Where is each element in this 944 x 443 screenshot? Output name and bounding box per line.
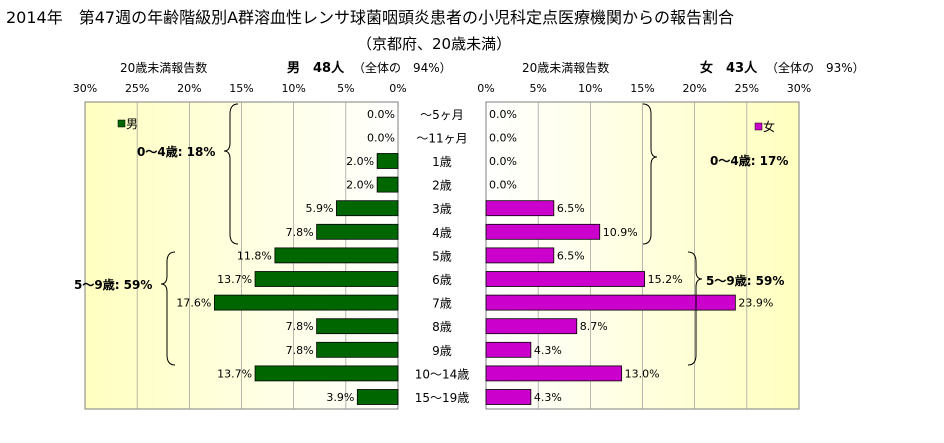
bar-female-6 (485, 247, 555, 264)
category-label-1: ～11ヶ月 (416, 131, 467, 145)
female-header: 女 43人 (700, 60, 758, 76)
tick-label-male: 20% (177, 82, 201, 95)
group-label-female-5-9: 5～9歳: 59% (706, 273, 784, 288)
data-label-male-4: 5.9% (305, 202, 333, 215)
group-label-female-0-4: 0～4歳: 17% (710, 153, 788, 168)
male-header: 男 48人 (287, 60, 345, 76)
bar-male-6 (274, 247, 399, 264)
tick-label-female: 30% (787, 82, 811, 95)
category-label-3: 2歳 (432, 179, 452, 193)
data-label-female-4: 6.5% (557, 202, 585, 215)
tick-label-male: 10% (281, 82, 305, 95)
bar-male-4 (336, 200, 399, 217)
data-label-female-6: 6.5% (557, 249, 585, 262)
chart-subtitle: （京都府、20歳未満） (357, 35, 512, 53)
group-label-male-0-4: 0～4歳: 18% (137, 144, 215, 159)
category-label-6: 5歳 (432, 249, 452, 263)
tick-label-male: 5% (337, 82, 354, 95)
data-label-female-3: 0.0% (489, 179, 517, 192)
bars (213, 153, 736, 405)
bar-male-5 (316, 223, 399, 240)
data-label-female-5: 10.9% (603, 226, 638, 239)
legend-female-swatch (754, 122, 763, 131)
bar-female-5 (485, 223, 601, 240)
category-label-2: 1歳 (432, 155, 452, 169)
data-label-male-3: 2.0% (346, 179, 374, 192)
data-label-male-2: 2.0% (346, 155, 374, 168)
bar-male-3 (376, 176, 399, 193)
axis-caption-right: 20歳未満報告数 (522, 60, 609, 75)
tick-label-male: 15% (229, 82, 253, 95)
data-label-male-5: 7.8% (286, 226, 314, 239)
data-label-male-0: 0.0% (367, 108, 395, 121)
data-label-female-12: 4.3% (534, 391, 562, 404)
data-label-male-11: 13.7% (217, 367, 252, 380)
data-label-male-1: 0.0% (367, 131, 395, 144)
category-label-5: 4歳 (432, 226, 452, 240)
data-label-male-7: 13.7% (217, 273, 252, 286)
data-label-female-8: 23.9% (738, 297, 773, 310)
chart-title-text: 2014年 第47週の年齢階級別A群溶血性レンサ球菌咽頭炎患者の小児科定点医療機… (6, 8, 735, 27)
bar-male-11 (254, 365, 399, 382)
bar-female-7 (485, 271, 645, 287)
bar-female-4 (485, 200, 555, 217)
data-label-male-9: 7.8% (286, 320, 314, 333)
tick-label-female: 25% (735, 82, 759, 95)
data-label-female-7: 15.2% (648, 273, 683, 286)
tick-label-female: 20% (682, 82, 706, 95)
data-label-male-6: 11.8% (237, 249, 272, 262)
data-label-female-0: 0.0% (489, 108, 517, 121)
data-label-female-11: 13.0% (625, 367, 660, 380)
category-label-10: 9歳 (432, 344, 452, 358)
group-label-male-5-9: 5～9歳: 59% (74, 277, 152, 292)
data-label-male-8: 17.6% (176, 297, 211, 310)
bar-male-10 (316, 341, 399, 358)
tick-label-female: 15% (630, 82, 654, 95)
category-label-11: 10～14歳 (415, 367, 470, 381)
category-label-12: 15～19歳 (415, 391, 470, 405)
labels: 30% 25% 20% 15% 10% 5% 0% 0% 5% 10% 15% 20% 25% 30% 0.… (73, 82, 811, 405)
axis-caption-left: 20歳未満報告数 (120, 60, 207, 75)
category-label-4: 3歳 (432, 202, 452, 216)
legend-male-swatch (117, 119, 126, 128)
bar-male-7 (254, 271, 399, 287)
data-label-female-9: 8.7% (580, 320, 608, 333)
bar-male-9 (316, 318, 399, 335)
data-label-female-1: 0.0% (489, 131, 517, 144)
bar-female-12 (485, 389, 532, 405)
category-label-9: 8歳 (432, 320, 452, 334)
bar-female-8 (485, 294, 736, 311)
category-label-0: ～5ヶ月 (420, 108, 464, 122)
category-label-7: 6歳 (432, 273, 452, 287)
male-share: （全体の 94%） (353, 60, 452, 75)
tick-label-male: 25% (125, 82, 149, 95)
bar-female-11 (485, 365, 623, 382)
bar-female-9 (485, 318, 578, 335)
brace-male-0-4 (223, 103, 239, 245)
tick-label-male: 30% (73, 82, 97, 95)
data-label-female-2: 0.0% (489, 155, 517, 168)
data-label-female-10: 4.3% (534, 344, 562, 357)
legend-female-label: 女 (763, 119, 775, 134)
tick-label-female: 10% (578, 82, 602, 95)
female-share: （全体の 93%） (766, 60, 865, 75)
brace-female-0-4 (642, 103, 658, 245)
brace-female-5-9 (687, 251, 703, 366)
data-label-male-10: 7.8% (286, 344, 314, 357)
bar-male-12 (356, 389, 399, 405)
bar-male-8 (213, 294, 399, 311)
tick-label-male: 0% (389, 82, 406, 95)
data-label-male-12: 3.9% (326, 391, 354, 404)
brace-male-5-9 (160, 251, 176, 366)
legend-male-label: 男 (126, 117, 138, 131)
tick-label-female: 0% (477, 82, 494, 95)
bar-female-10 (485, 341, 532, 358)
tick-label-female: 5% (529, 82, 546, 95)
category-label-8: 7歳 (432, 297, 452, 311)
bar-male-2 (376, 153, 399, 169)
